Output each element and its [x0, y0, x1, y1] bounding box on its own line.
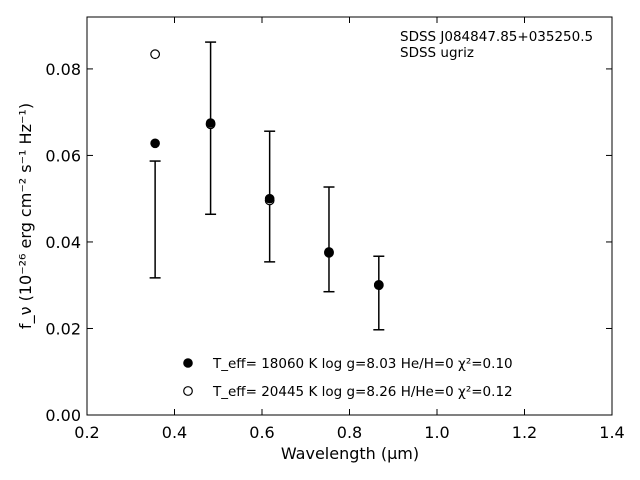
y-tick-label: 0.00: [45, 406, 81, 425]
legend-label-hydrogen-model: T_eff= 18060 K log g=8.03 He/H=0 χ²=0.10: [212, 356, 513, 372]
x-tick-label: 0.6: [249, 423, 274, 442]
y-tick-label: 0.08: [45, 60, 81, 79]
model-point-filled: [205, 118, 216, 128]
error-bar: [149, 160, 161, 279]
error-bar: [323, 186, 335, 293]
y-axis-label: f_ν (10⁻²⁶ erg cm⁻² s⁻¹ Hz⁻¹): [16, 103, 36, 329]
x-tick-label: 1.0: [424, 423, 449, 442]
y-tick-label: 0.02: [45, 319, 81, 338]
model-point-filled: [150, 138, 160, 149]
annotation-object: SDSS J084847.85+035250.5: [400, 29, 593, 45]
legend: T_eff= 18060 K log g=8.03 He/H=0 χ²=0.10…: [183, 356, 513, 400]
legend-marker-open: [183, 386, 193, 396]
x-tick-label: 0.4: [162, 423, 187, 442]
model-point-open: [150, 49, 161, 60]
axis-ticks: 0.2 0.4 0.6 0.8 1.0 1.2 1.4 0.00 0.02 0.04 0.06 0.0…: [45, 17, 625, 442]
x-tick-label: 1.2: [512, 423, 537, 442]
y-tick-label: 0.04: [45, 233, 81, 252]
model-point-filled: [324, 247, 334, 257]
chart-marks: [149, 41, 385, 331]
x-axis-label: Wavelength (μm): [281, 444, 419, 463]
legend-label-helium-model: T_eff= 20445 K log g=8.26 H/He=0 χ²=0.12: [212, 384, 513, 400]
x-tick-label: 0.8: [337, 423, 362, 442]
error-bar: [373, 255, 385, 331]
x-tick-label: 0.2: [74, 423, 99, 442]
model-point-filled: [264, 193, 275, 204]
annotation-survey: SDSS ugriz: [400, 45, 474, 61]
y-tick-label: 0.06: [45, 146, 81, 165]
x-tick-label: 1.4: [599, 423, 624, 442]
model-point-filled: [374, 279, 384, 290]
legend-marker-filled: [183, 358, 193, 368]
